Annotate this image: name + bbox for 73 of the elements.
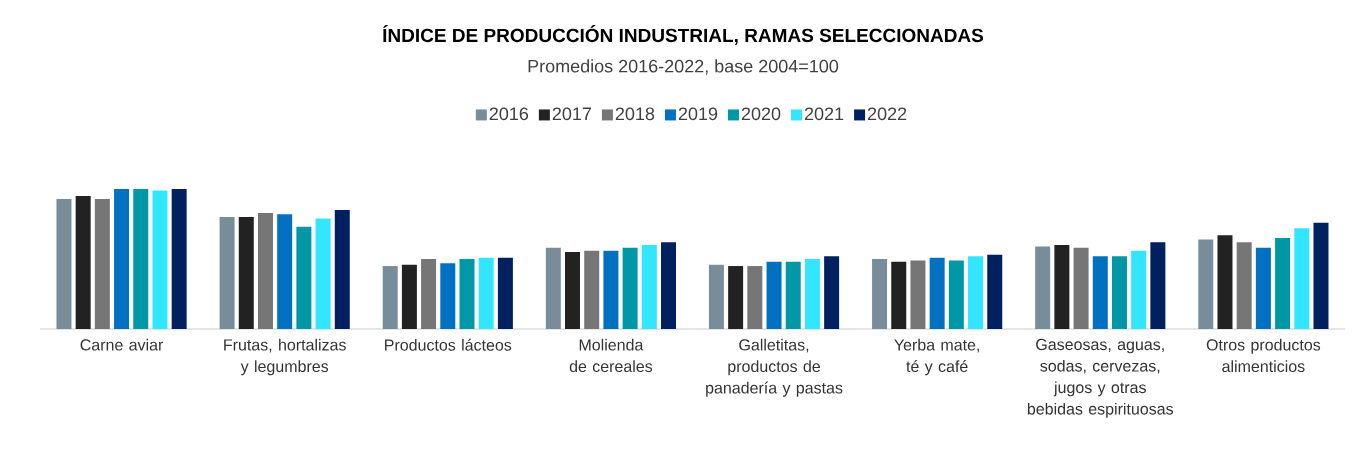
x-tick-label: Molienda de cereales bbox=[569, 338, 653, 373]
bar bbox=[1198, 239, 1214, 329]
bar bbox=[94, 198, 110, 329]
chart-subtitle: Promedios 2016-2022, base 2004=100 bbox=[528, 59, 839, 75]
x-tick-label: Productos lácteos bbox=[385, 338, 512, 351]
bar bbox=[910, 260, 926, 329]
bar bbox=[603, 250, 619, 329]
bar bbox=[968, 256, 984, 329]
bar bbox=[804, 259, 820, 329]
bar bbox=[708, 264, 724, 329]
bar bbox=[1217, 235, 1233, 329]
bar bbox=[459, 259, 475, 329]
bar bbox=[824, 256, 840, 329]
bar bbox=[75, 196, 91, 329]
x-tick-label: Carne aviar bbox=[80, 338, 164, 351]
legend-label: 2022 bbox=[867, 107, 907, 121]
bar bbox=[440, 263, 456, 329]
bar bbox=[565, 252, 581, 329]
bar bbox=[747, 266, 763, 329]
x-tick-label: Gaseosas, aguas, sodas, cervezas, jugos y otras bebidas espirituosas bbox=[1027, 338, 1174, 418]
bar bbox=[1275, 238, 1291, 329]
bar bbox=[133, 189, 149, 329]
bar bbox=[1313, 222, 1329, 329]
bar bbox=[334, 210, 350, 329]
bar bbox=[661, 242, 677, 329]
bar bbox=[1255, 247, 1271, 329]
bar bbox=[315, 218, 331, 329]
bar bbox=[497, 257, 513, 329]
bar bbox=[929, 257, 945, 329]
chart-title: ÍNDICE DE PRODUCCIÓN INDUSTRIAL, RAMAS SELECCIONADAS bbox=[383, 25, 984, 45]
legend-label: 2019 bbox=[678, 107, 718, 121]
bar bbox=[1054, 245, 1070, 329]
bar bbox=[257, 212, 273, 329]
x-tick-label: Otros productos alimenticios bbox=[1206, 338, 1321, 373]
bar bbox=[584, 250, 600, 329]
bar bbox=[56, 198, 72, 329]
legend-label: 2021 bbox=[804, 107, 844, 121]
bar bbox=[114, 189, 130, 329]
legend-label: 2018 bbox=[615, 107, 655, 121]
bar bbox=[478, 257, 494, 329]
bar bbox=[987, 254, 1003, 329]
bar bbox=[152, 190, 168, 329]
legend-label: 2020 bbox=[741, 107, 781, 121]
bar bbox=[238, 217, 254, 329]
bar bbox=[296, 226, 312, 329]
legend-label: 2016 bbox=[489, 107, 529, 121]
bar bbox=[622, 247, 638, 329]
bar bbox=[171, 189, 187, 329]
legend-label: 2017 bbox=[552, 107, 591, 121]
bar bbox=[382, 266, 398, 329]
bar bbox=[641, 245, 657, 329]
bar bbox=[728, 266, 744, 329]
bar bbox=[421, 259, 437, 329]
x-tick-label: Frutas, hortalizas y legumbres bbox=[224, 338, 346, 376]
bar bbox=[219, 217, 235, 329]
x-tick-label: Yerba mate, té y café bbox=[894, 338, 979, 376]
bar bbox=[1073, 247, 1089, 329]
bar bbox=[1236, 242, 1252, 329]
bar bbox=[785, 261, 801, 329]
bar bbox=[277, 214, 293, 329]
bar bbox=[545, 247, 561, 329]
bar bbox=[948, 260, 964, 329]
bar bbox=[1131, 250, 1147, 329]
bar bbox=[1294, 228, 1310, 329]
x-tick-label: Galletitas, productos de panadería y pastas bbox=[706, 338, 843, 397]
bar bbox=[766, 261, 782, 329]
bar bbox=[1092, 256, 1108, 329]
bar bbox=[1111, 256, 1127, 329]
bar bbox=[401, 264, 417, 329]
bar bbox=[891, 261, 907, 329]
bar bbox=[1150, 242, 1166, 329]
bar bbox=[872, 259, 888, 329]
bar bbox=[1035, 246, 1051, 329]
